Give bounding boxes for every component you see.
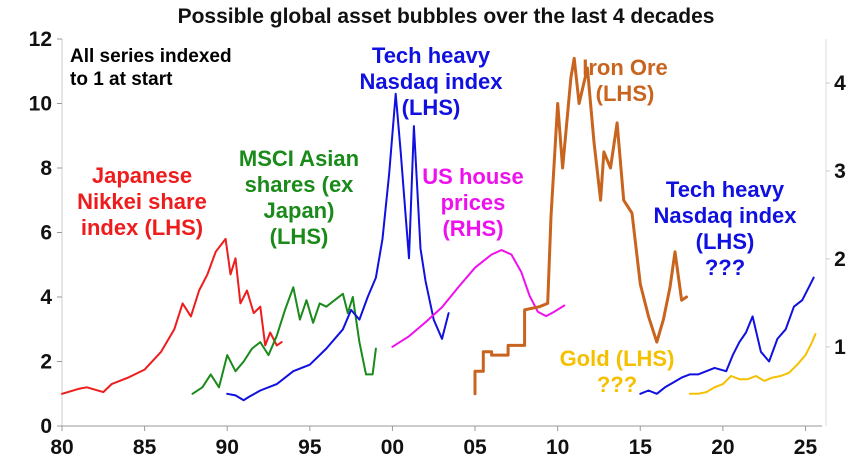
series-line-nasdaq (639, 276, 815, 395)
y-left-tick-label: 6 (40, 222, 52, 245)
series-label-gold: ??? (597, 372, 637, 397)
series-label-iron: Iron Ore (582, 55, 668, 80)
series-line-gold (688, 333, 817, 395)
series-line-house (391, 249, 566, 348)
series-label-msci: Japan) (264, 198, 335, 223)
series-label-nikkei: index (LHS) (81, 215, 203, 240)
series-line-nasdaq (226, 92, 450, 402)
y-left-tick-label: 8 (40, 157, 52, 180)
series-label-house: (RHS) (442, 216, 503, 241)
y-right-tick-label: 2 (834, 248, 846, 271)
series-label-msci: (LHS) (270, 224, 329, 249)
series-label-nasdaq: ??? (705, 255, 745, 280)
series-label-msci: MSCI Asian (239, 146, 359, 171)
x-tick-label: 85 (133, 436, 157, 459)
series-label-msci: shares (ex (245, 172, 355, 197)
chart-note-line: to 1 at start (70, 69, 173, 90)
series-label-nikkei: Nikkei share (77, 189, 207, 214)
x-tick-label: 20 (711, 436, 734, 459)
x-tick-label: 05 (463, 436, 487, 459)
y-left-tick-label: 4 (40, 286, 52, 309)
y-right-tick-label: 3 (834, 160, 846, 183)
x-tick-label: 10 (546, 436, 569, 459)
x-tick-label: 95 (298, 436, 322, 459)
x-tick-label: 80 (50, 436, 73, 459)
series-line-nikkei (61, 237, 283, 395)
x-tick-label: 00 (381, 436, 404, 459)
x-tick-label: 15 (629, 436, 653, 459)
series-label-nasdaq: (LHS) (402, 95, 461, 120)
y-right-tick-label: 1 (834, 336, 846, 359)
series-label-nasdaq: (LHS) (696, 229, 755, 254)
series-label-nasdaq: Nasdaq index (359, 69, 503, 94)
series-label-nikkei: Japanese (92, 163, 192, 188)
series-label-iron: (LHS) (596, 81, 655, 106)
y-left-tick-label: 12 (29, 28, 52, 51)
series-label-nasdaq: Tech heavy (372, 43, 491, 68)
x-tick-label: 90 (216, 436, 239, 459)
series-label-nasdaq: Nasdaq index (653, 203, 797, 228)
chart-note-line: All series indexed (70, 46, 232, 67)
chart-title: Possible global asset bubbles over the l… (178, 5, 715, 28)
y-right-tick-label: 4 (834, 72, 846, 95)
series-label-house: US house (422, 164, 523, 189)
series-line-iron (473, 56, 688, 396)
series-label-house: prices (441, 190, 506, 215)
series-label-nasdaq: Tech heavy (666, 177, 785, 202)
series-line-msci (191, 286, 377, 395)
series-label-gold: Gold (LHS) (560, 346, 675, 371)
y-left-tick-label: 10 (29, 93, 52, 116)
y-left-tick-label: 0 (40, 415, 52, 438)
y-left-tick-label: 2 (40, 351, 52, 374)
x-tick-label: 25 (794, 436, 818, 459)
